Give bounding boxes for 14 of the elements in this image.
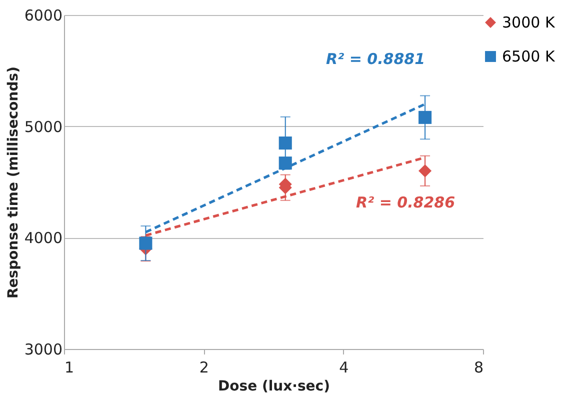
y-tick-label: 6000 <box>24 6 62 24</box>
x-tick-label: 2 <box>199 358 209 376</box>
x-tick-label: 8 <box>474 358 484 376</box>
y-axis-title: Response time (milliseconds) <box>5 66 22 299</box>
x-axis-title: Dose (lux·sec) <box>218 378 330 394</box>
legend-label: 3000 K <box>502 14 556 32</box>
y-tick-label: 4000 <box>24 229 62 248</box>
y-tick-label: 5000 <box>24 118 62 136</box>
x-tick-label: 4 <box>339 358 349 376</box>
legend-label: 6500 K <box>502 48 556 66</box>
annotation: R² = 0.8881 <box>326 50 426 68</box>
x-tick-label: 1 <box>64 358 74 376</box>
annotation: R² = 0.8286 <box>356 194 456 212</box>
y-tick-label: 3000 <box>24 340 62 358</box>
